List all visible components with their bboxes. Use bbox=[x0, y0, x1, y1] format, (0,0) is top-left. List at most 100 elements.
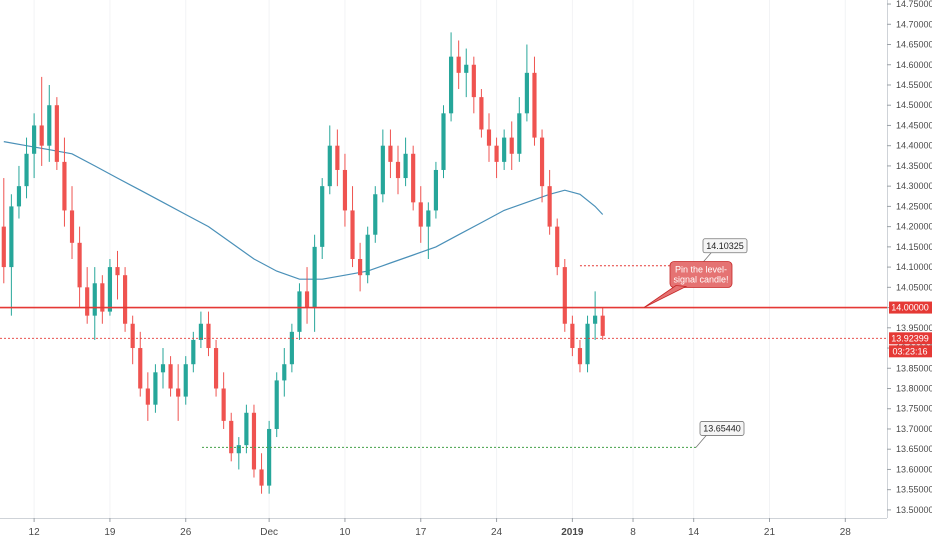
candle-47 bbox=[358, 242, 363, 292]
candle-69 bbox=[524, 44, 529, 122]
candle-3 bbox=[24, 137, 29, 199]
candle-body bbox=[585, 323, 590, 365]
candle-76 bbox=[577, 339, 583, 373]
x-tick-label-6: 24 bbox=[491, 527, 503, 538]
candle-56 bbox=[426, 202, 431, 259]
candle-51 bbox=[388, 129, 393, 179]
candle-38 bbox=[289, 323, 294, 373]
current-price-line-badge: 13.92399 bbox=[889, 332, 932, 345]
candle-body bbox=[183, 364, 188, 397]
candle-29 bbox=[221, 372, 226, 429]
candle-27 bbox=[206, 311, 211, 357]
candle-body bbox=[532, 72, 537, 138]
candle-15 bbox=[115, 250, 120, 300]
candle-body bbox=[1, 226, 6, 268]
y-tick-label-23: 13.60000 bbox=[896, 464, 932, 474]
candle-26 bbox=[198, 311, 203, 349]
candle-58 bbox=[441, 105, 446, 179]
candle-body bbox=[123, 275, 128, 324]
candle-body bbox=[418, 202, 423, 227]
candle-10 bbox=[77, 226, 82, 308]
candle-body bbox=[32, 125, 37, 154]
candle-18 bbox=[138, 331, 143, 397]
candle-body bbox=[380, 145, 385, 195]
candle-body bbox=[365, 234, 370, 276]
svg-text:13.65440: 13.65440 bbox=[703, 423, 741, 433]
candle-40 bbox=[304, 267, 310, 324]
y-tick-label-22: 13.65000 bbox=[896, 444, 932, 454]
candle-52 bbox=[395, 145, 401, 195]
y-tick-label-1: 14.70000 bbox=[896, 19, 932, 29]
y-tick-label-0: 14.75000 bbox=[896, 0, 932, 9]
candle-1 bbox=[9, 194, 14, 316]
candle-body bbox=[502, 137, 507, 162]
candle-46 bbox=[350, 186, 355, 268]
candle-24 bbox=[183, 356, 188, 405]
candle-body bbox=[130, 323, 135, 349]
countdown-badge: 03:23:16 bbox=[889, 345, 932, 358]
x-tick-label-8: 8 bbox=[630, 527, 636, 538]
x-tick-label-2: 26 bbox=[180, 527, 192, 538]
candle-body bbox=[251, 412, 257, 470]
candle-2 bbox=[16, 165, 22, 219]
candle-body bbox=[236, 445, 241, 454]
candle-body bbox=[297, 291, 302, 332]
annotations-layer: 14.10325 13.65440 Pin the level-signal can… bbox=[202, 238, 748, 448]
y-tick-label-6: 14.45000 bbox=[896, 120, 932, 130]
y-tick-label-14: 14.05000 bbox=[896, 282, 932, 292]
candle-body bbox=[145, 388, 150, 405]
candle-43 bbox=[327, 125, 332, 195]
candle-50 bbox=[380, 129, 385, 203]
candle-49 bbox=[373, 186, 378, 243]
candle-9 bbox=[69, 186, 75, 259]
candle-body bbox=[77, 242, 82, 288]
candle-body bbox=[69, 210, 75, 243]
candle-6 bbox=[47, 84, 52, 162]
candle-body bbox=[138, 348, 143, 389]
candle-body bbox=[304, 291, 310, 308]
candle-body bbox=[267, 428, 272, 486]
candle-79 bbox=[600, 307, 605, 340]
candle-33 bbox=[251, 404, 257, 478]
candle-59 bbox=[448, 32, 454, 122]
candle-body bbox=[335, 145, 340, 170]
candle-body bbox=[16, 186, 22, 207]
candle-body bbox=[274, 380, 279, 429]
candle-45 bbox=[342, 153, 348, 227]
candle-57 bbox=[433, 161, 439, 219]
candle-32 bbox=[244, 404, 249, 454]
candle-61 bbox=[464, 48, 469, 98]
x-axis-ticks: 12 19 26 Dec 10 17 24 2019 8 14 21 28 bbox=[29, 518, 851, 538]
svg-text:14.10325: 14.10325 bbox=[706, 241, 744, 251]
candle-body bbox=[39, 125, 44, 146]
plot-area[interactable] bbox=[0, 0, 887, 518]
svg-text:13.92399: 13.92399 bbox=[891, 333, 929, 343]
candle-21 bbox=[160, 348, 166, 389]
moving-average-layer bbox=[3, 141, 604, 280]
x-tick-label-9: 14 bbox=[688, 527, 700, 538]
candle-body bbox=[206, 323, 211, 349]
candle-body bbox=[593, 315, 598, 324]
y-tick-label-19: 13.80000 bbox=[896, 384, 932, 394]
y-tick-label-25: 13.50000 bbox=[896, 505, 932, 515]
candle-36 bbox=[274, 372, 279, 438]
candle-7 bbox=[54, 97, 59, 170]
candle-body bbox=[562, 267, 567, 324]
candle-30 bbox=[229, 412, 234, 462]
candle-body bbox=[85, 287, 90, 316]
y-tick-label-20: 13.75000 bbox=[896, 404, 932, 414]
candle-body bbox=[426, 210, 431, 227]
candle-body bbox=[289, 331, 294, 365]
callout-line-1: signal candle! bbox=[673, 274, 728, 284]
candle-body bbox=[191, 339, 196, 365]
candle-body bbox=[403, 153, 408, 179]
candle-body bbox=[107, 267, 113, 312]
candle-19 bbox=[145, 372, 150, 421]
candle-body bbox=[312, 246, 317, 308]
candle-body bbox=[320, 186, 325, 247]
candle-16 bbox=[123, 267, 128, 332]
candle-body bbox=[229, 420, 234, 454]
candle-body bbox=[62, 161, 67, 211]
candle-body bbox=[456, 56, 461, 73]
